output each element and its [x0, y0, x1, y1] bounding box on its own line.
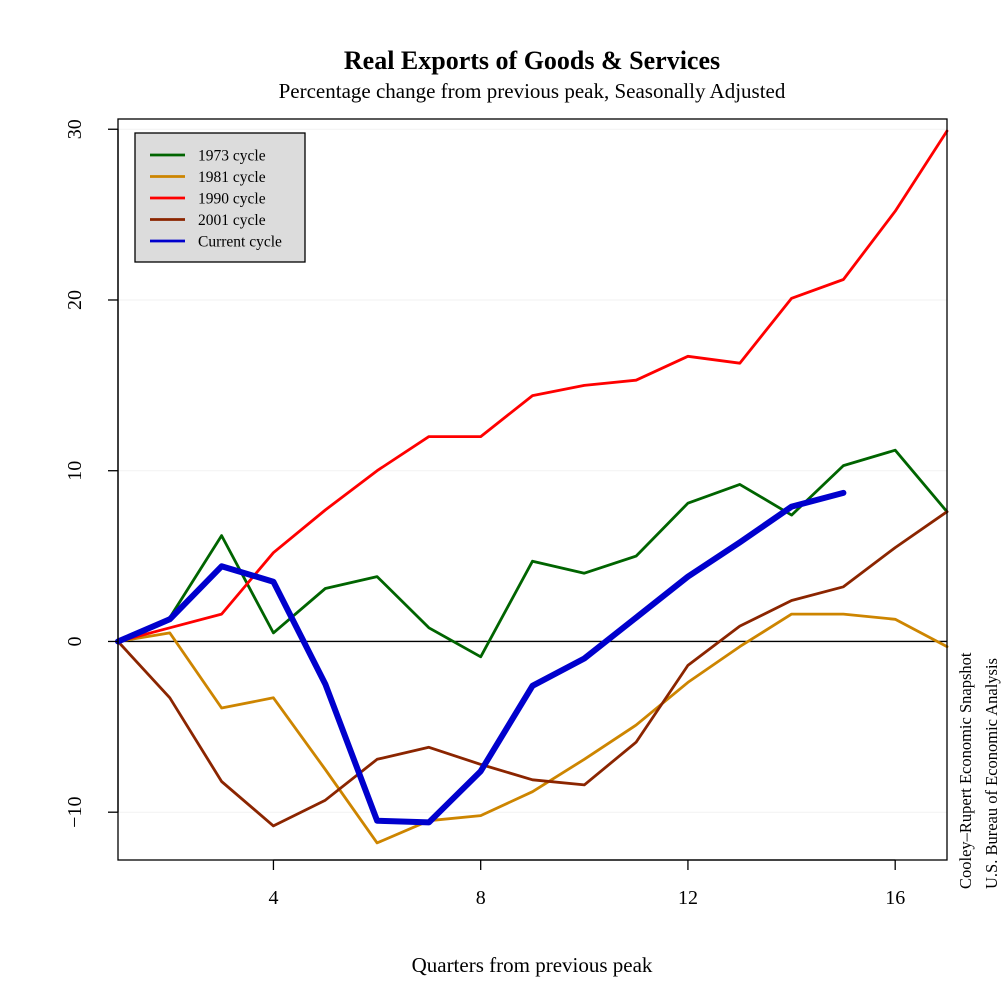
y-tick-label: 30 — [64, 119, 86, 139]
legend: 1973 cycle 1981 cycle 1990 cycle 2001 cycle… — [134, 132, 306, 263]
source-line-1: Cooley–Rupert Economic Snapshot — [956, 652, 975, 889]
series-lines — [115, 129, 949, 845]
x-tick-label: 4 — [268, 887, 278, 909]
legend-label: 2001 cycle — [198, 212, 266, 229]
series-line-1981-cycle — [116, 612, 949, 845]
chart-title: Real Exports of Goods & Services — [344, 46, 720, 75]
series-line-1990-cycle — [116, 129, 949, 643]
y-axis: −10 0 10 20 30 — [64, 119, 119, 828]
x-tick-label: 8 — [476, 887, 486, 909]
series-line-1973-cycle — [116, 448, 949, 659]
source-line-2: U.S. Bureau of Economic Analysis — [982, 658, 1001, 889]
x-axis: 4 8 12 16 — [268, 859, 905, 909]
series-line-current-cycle — [115, 489, 847, 826]
chart-subtitle: Percentage change from previous peak, Se… — [279, 79, 786, 103]
x-tick-label: 16 — [885, 887, 905, 909]
y-tick-label: −10 — [64, 797, 86, 828]
y-tick-label: 0 — [64, 636, 86, 646]
legend-label: 1990 cycle — [198, 191, 266, 208]
legend-label: Current cycle — [198, 234, 282, 251]
y-tick-label: 20 — [64, 290, 86, 310]
legend-label: 1981 cycle — [198, 169, 266, 186]
x-axis-label: Quarters from previous peak — [412, 953, 653, 977]
series-line-2001-cycle — [116, 510, 949, 828]
legend-label: 1973 cycle — [198, 148, 266, 165]
x-tick-label: 12 — [678, 887, 698, 909]
y-tick-label: 10 — [64, 461, 86, 481]
